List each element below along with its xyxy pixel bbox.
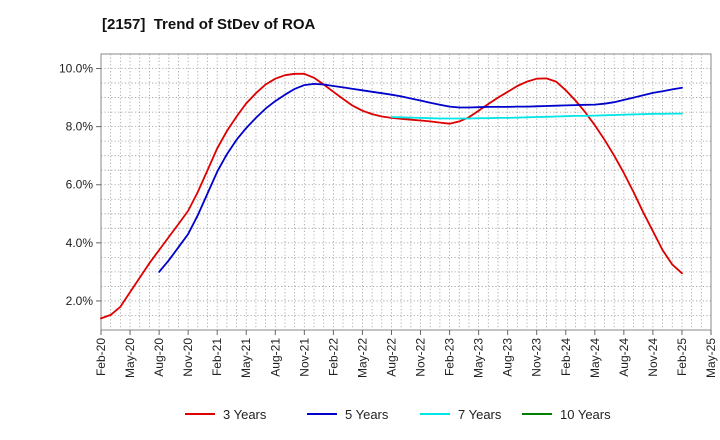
x-tick-label: May-20 (123, 338, 137, 378)
x-tick-label: Aug-24 (617, 338, 631, 377)
legend: 3 Years 5 Years 7 Years 10 Years (185, 407, 611, 422)
x-tick-label: Nov-24 (646, 338, 660, 377)
x-tick-label: May-23 (472, 338, 486, 378)
legend-item-7-years: 7 Years (420, 407, 502, 422)
y-tick-label: 6.0% (66, 178, 94, 192)
legend-item-5-years: 5 Years (307, 407, 389, 422)
x-tick-label: Feb-21 (210, 338, 224, 376)
series-line-7-years (390, 112, 683, 120)
series-line-3-years (100, 72, 683, 320)
x-tick-label: Nov-22 (414, 338, 428, 377)
legend-label: 10 Years (560, 407, 611, 422)
legend-label: 7 Years (458, 407, 502, 422)
y-tick-label: 8.0% (66, 120, 94, 134)
series-line-5-years (158, 83, 683, 273)
x-tick-label: May-24 (588, 338, 602, 378)
y-tick-label: 2.0% (66, 294, 94, 308)
x-tick-label: May-21 (239, 338, 253, 378)
y-tick-label: 10.0% (59, 62, 93, 76)
x-tick-label: Feb-20 (94, 338, 108, 376)
chart-title: [2157] Trend of StDev of ROA (102, 16, 316, 33)
legend-item-3-years: 3 Years (185, 407, 267, 422)
legend-item-10-years: 10 Years (522, 407, 611, 422)
y-tick-label: 4.0% (66, 236, 94, 250)
x-tick-label: Feb-24 (559, 338, 573, 376)
grid-lines (101, 54, 711, 330)
x-axis: Feb-20 May-20 Aug-20 Nov-20 Feb-21 May-21 Aug-… (94, 330, 718, 378)
x-tick-label: Feb-22 (326, 338, 340, 376)
x-tick-label: Feb-25 (675, 338, 689, 376)
x-tick-label: Nov-20 (181, 338, 195, 377)
x-tick-label: Nov-23 (530, 338, 544, 377)
x-tick-label: Nov-21 (297, 338, 311, 377)
x-tick-label: May-25 (704, 338, 718, 378)
legend-label: 3 Years (223, 407, 267, 422)
x-tick-label: May-22 (355, 338, 369, 378)
x-tick-label: Aug-21 (268, 338, 282, 377)
legend-label: 5 Years (345, 407, 389, 422)
y-axis: 2.0% 4.0% 6.0% 8.0% 10.0% (59, 62, 101, 308)
plot-area (100, 53, 712, 331)
x-tick-label: Aug-23 (501, 338, 515, 377)
x-tick-label: Aug-22 (384, 338, 398, 377)
x-tick-label: Feb-23 (443, 338, 457, 376)
series-lines (100, 72, 683, 320)
x-tick-label: Aug-20 (152, 338, 166, 377)
